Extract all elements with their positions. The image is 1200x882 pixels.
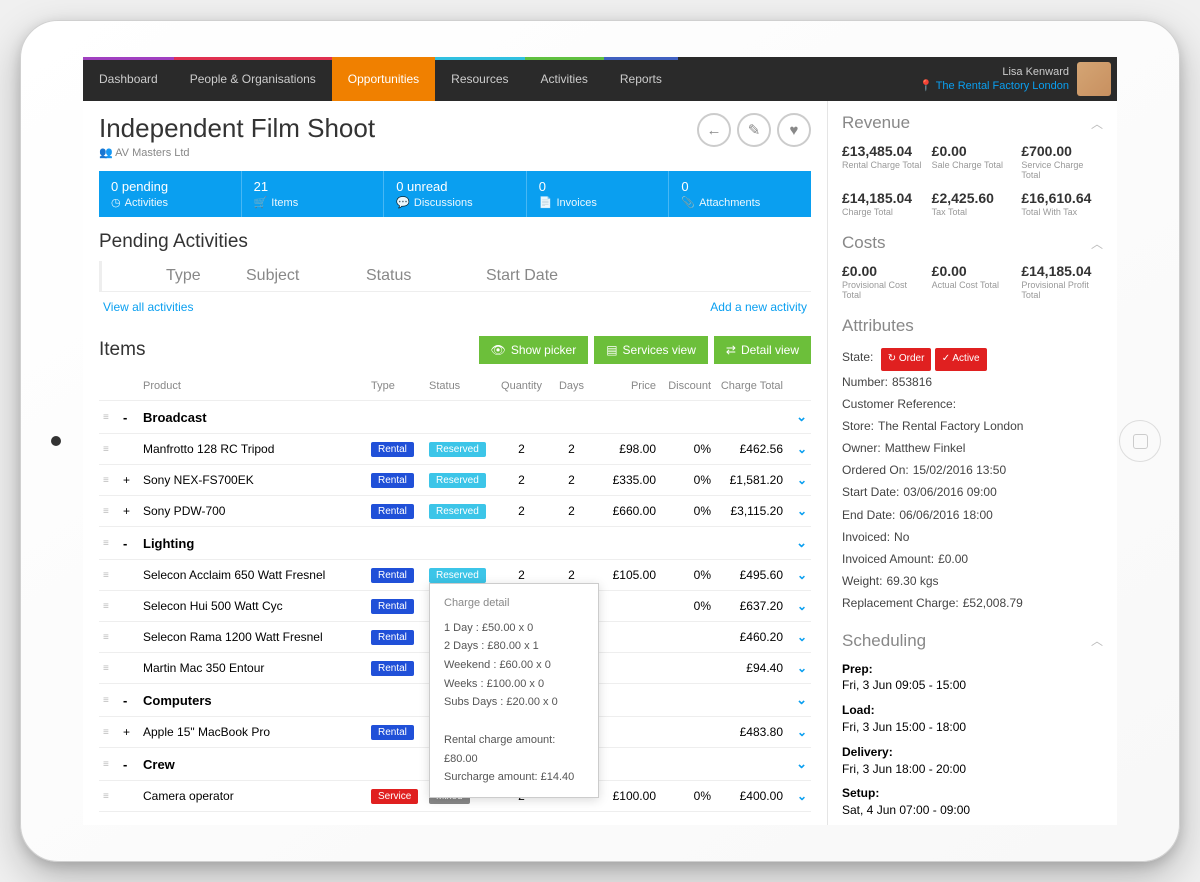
tab-activities[interactable]: 0 pending◷ Activities xyxy=(99,171,242,217)
state-order-badge: ↻ Order xyxy=(881,348,932,371)
metric: £13,485.04Rental Charge Total xyxy=(842,143,924,180)
tab-invoices[interactable]: 0📄 Invoices xyxy=(527,171,670,217)
metric: £0.00Actual Cost Total xyxy=(932,263,1014,300)
favorite-button[interactable]: ♥ xyxy=(777,113,811,147)
avatar[interactable] xyxy=(1077,62,1111,96)
metric: £16,610.64Total With Tax xyxy=(1021,190,1103,217)
attribute-row: Owner:Matthew Finkel xyxy=(842,437,1103,459)
nav-reports[interactable]: Reports xyxy=(604,57,678,101)
user-info[interactable]: Lisa Kenward📍 The Rental Factory London xyxy=(919,65,1069,94)
attribute-row: End Date:06/06/2016 18:00 xyxy=(842,504,1103,526)
edit-button[interactable]: ✎ xyxy=(737,113,771,147)
chevron-up-icon: ︿ xyxy=(1091,115,1103,132)
charge-tooltip: Charge detail1 Day : £50.00 x 02 Days : … xyxy=(429,583,599,798)
metric: £14,185.04Provisional Profit Total xyxy=(1021,263,1103,300)
items-header: Product Type Status Quantity Days Price … xyxy=(99,372,811,401)
attribute-row: Number:853816 xyxy=(842,371,1103,393)
main-panel: Independent Film Shoot 👥 AV Masters Ltd … xyxy=(83,101,827,825)
back-button[interactable]: ← xyxy=(697,113,731,147)
nav-dashboard[interactable]: Dashboard xyxy=(83,57,174,101)
schedule-item: Setup:Sat, 4 Jun 07:00 - 09:00 xyxy=(842,785,1103,819)
item-row[interactable]: ≡+Sony NEX-FS700EKRentalReserved22£335.0… xyxy=(99,465,811,496)
show-picker-button[interactable]: 👁 Show picker xyxy=(479,336,589,364)
schedule-item: Delivery:Fri, 3 Jun 18:00 - 20:00 xyxy=(842,744,1103,778)
tab-attachments[interactable]: 0📎 Attachments xyxy=(669,171,811,217)
sidebar: Revenue︿ £13,485.04Rental Charge Total£0… xyxy=(827,101,1117,825)
attribute-row: Replacement Charge:£52,008.79 xyxy=(842,592,1103,614)
view-all-link[interactable]: View all activities xyxy=(103,300,193,314)
item-row[interactable]: ≡Manfrotto 128 RC TripodRentalReserved22… xyxy=(99,434,811,465)
revenue-title[interactable]: Revenue︿ xyxy=(842,113,1103,133)
attributes-title[interactable]: Attributes xyxy=(842,316,1103,336)
attribute-row: Ordered On:15/02/2016 13:50 xyxy=(842,459,1103,481)
add-activity-link[interactable]: Add a new activity xyxy=(710,300,807,314)
group-row[interactable]: ≡-Lighting⌄ xyxy=(99,527,811,560)
page-title: Independent Film Shoot xyxy=(99,113,375,144)
group-row[interactable]: ≡-Broadcast⌄ xyxy=(99,401,811,434)
attribute-row: Weight:69.30 kgs xyxy=(842,570,1103,592)
chevron-up-icon: ︿ xyxy=(1091,632,1103,649)
metric: £700.00Service Charge Total xyxy=(1021,143,1103,180)
items-title: Items xyxy=(99,339,145,361)
attribute-row: Customer Reference: xyxy=(842,393,1103,415)
attribute-row: Start Date:03/06/2016 09:00 xyxy=(842,481,1103,503)
summary-tabs: 0 pending◷ Activities21🛒 Items0 unread💬 … xyxy=(99,171,811,217)
pending-title: Pending Activities xyxy=(99,231,811,253)
page-subtitle: 👥 AV Masters Ltd xyxy=(99,146,375,159)
pending-header: Type Subject Status Start Date xyxy=(99,261,811,292)
scheduling-title[interactable]: Scheduling︿ xyxy=(842,631,1103,651)
nav-opportunities[interactable]: Opportunities xyxy=(332,57,435,101)
nav-people-organisations[interactable]: People & Organisations xyxy=(174,57,332,101)
item-row[interactable]: ≡Selecon Hui 500 Watt CycRentalReserved2… xyxy=(99,591,811,622)
metric: £0.00Sale Charge Total xyxy=(932,143,1014,180)
schedule-item: Load:Fri, 3 Jun 15:00 - 18:00 xyxy=(842,702,1103,736)
costs-title[interactable]: Costs︿ xyxy=(842,233,1103,253)
state-active-badge: ✓ Active xyxy=(935,348,987,371)
schedule-item: Prep:Fri, 3 Jun 09:05 - 15:00 xyxy=(842,661,1103,695)
attribute-row: Invoiced:No xyxy=(842,526,1103,548)
nav-resources[interactable]: Resources xyxy=(435,57,524,101)
metric: £14,185.04Charge Total xyxy=(842,190,924,217)
services-view-button[interactable]: ▤ Services view xyxy=(594,336,708,364)
detail-view-button[interactable]: ⇄ Detail view xyxy=(714,336,811,364)
attribute-row: Invoiced Amount:£0.00 xyxy=(842,548,1103,570)
attribute-row: Store:The Rental Factory London xyxy=(842,415,1103,437)
top-nav: DashboardPeople & OrganisationsOpportuni… xyxy=(83,57,1117,101)
metric: £2,425.60Tax Total xyxy=(932,190,1014,217)
chevron-up-icon: ︿ xyxy=(1091,235,1103,252)
tab-discussions[interactable]: 0 unread💬 Discussions xyxy=(384,171,527,217)
tab-items[interactable]: 21🛒 Items xyxy=(242,171,385,217)
item-row[interactable]: ≡+Sony PDW-700RentalReserved22£660.000%£… xyxy=(99,496,811,527)
metric: £0.00Provisional Cost Total xyxy=(842,263,924,300)
nav-activities[interactable]: Activities xyxy=(525,57,604,101)
